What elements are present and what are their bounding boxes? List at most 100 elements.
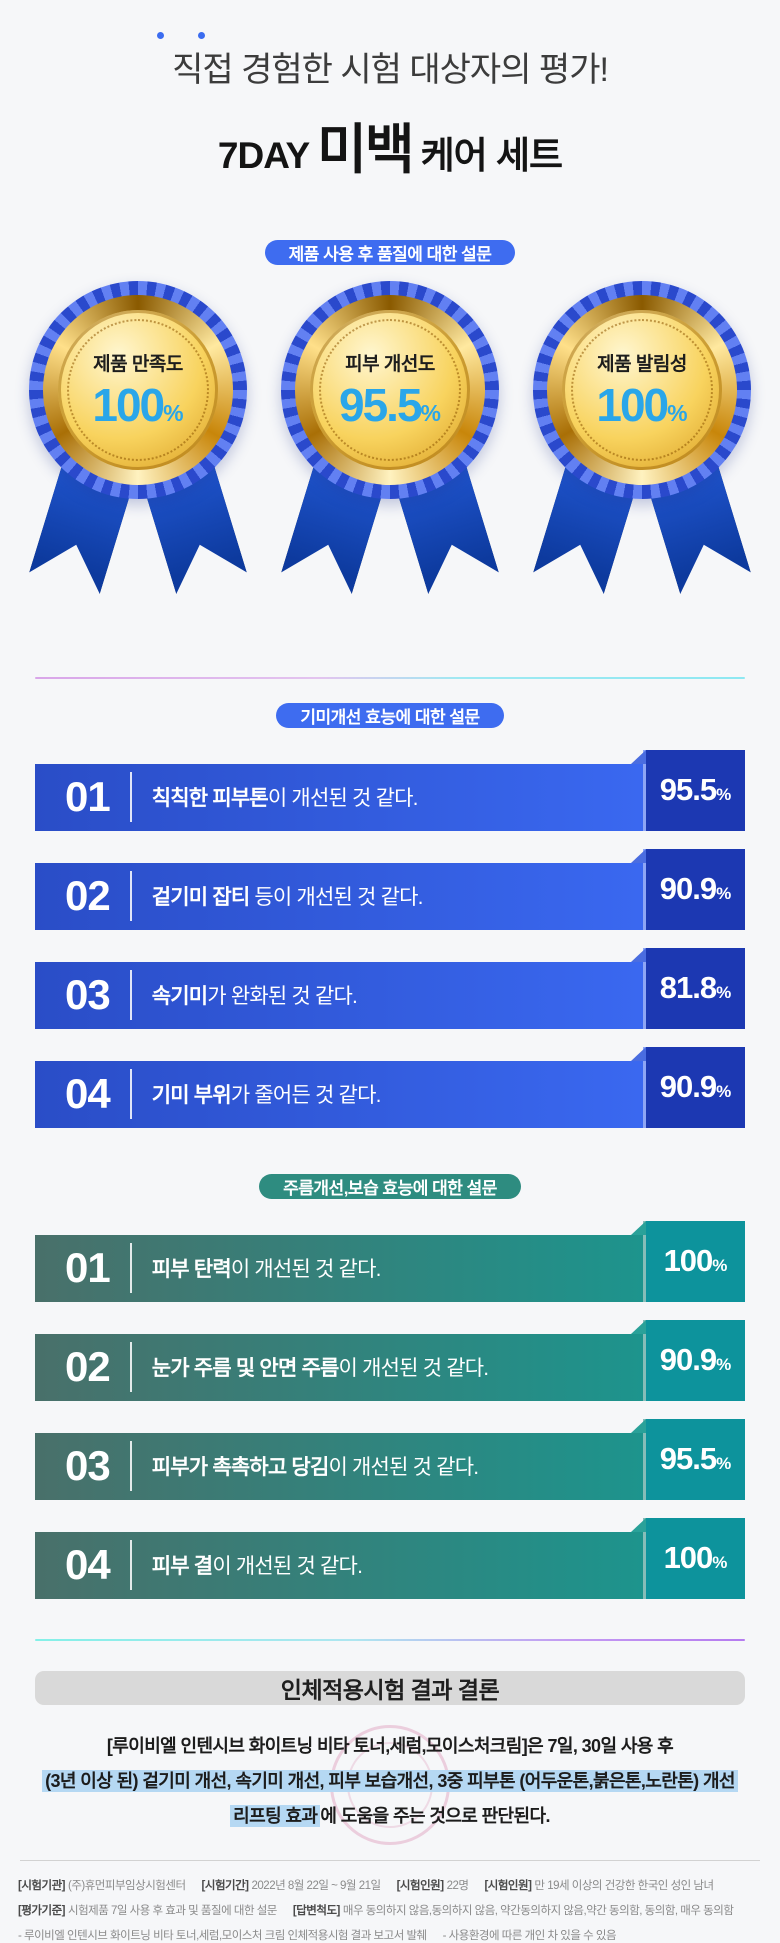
- medal-row: 제품 만족도 100 % 피부 개선도 95.5: [10, 281, 770, 611]
- page-title: 7DAY 미백 케어 세트: [172, 105, 608, 184]
- row-divider: [129, 1243, 132, 1294]
- medal-value: 95.5: [339, 378, 423, 431]
- title-highlight: 미백: [317, 120, 414, 180]
- gold-ring-icon: 피부 개선도 95.5 %: [295, 295, 485, 485]
- row-divider: [129, 970, 132, 1021]
- medal-value: 100: [596, 378, 669, 431]
- statement-rest: 이 개선된 것 같다.: [328, 1456, 479, 1480]
- survey-bar: 02 눈가 주름 및 안면 주름이 개선된 것 같다.: [35, 1333, 643, 1401]
- accent-dot-icon: [198, 32, 205, 39]
- percent-score: 100%: [664, 1540, 728, 1576]
- row-number: 03: [65, 971, 111, 1019]
- statement-rest: 가 완화된 것 같다.: [207, 985, 358, 1009]
- percent-unit: %: [716, 1454, 732, 1474]
- percent-score: 90.9%: [660, 1342, 731, 1378]
- footer-item-text: 2022년 8월 22일 ~ 9월 21일: [251, 1880, 382, 1892]
- survey-bar-row: 02 눈가 주름 및 안면 주름이 개선된 것 같다. 90.9%: [35, 1319, 745, 1401]
- percent-tab: 100%: [631, 1517, 745, 1599]
- wrinkle-section-pill: 주름개선,보습 효능에 대한 설문: [259, 1173, 521, 1199]
- row-divider: [129, 772, 132, 823]
- row-number: 02: [65, 872, 111, 920]
- survey-statement: 기미 부위가 줄어든 것 같다.: [151, 1079, 382, 1109]
- footer-item: [시험인원] 만 19세 이상의 건강한 한국인 성인 남녀: [484, 1877, 714, 1893]
- percent-score: 90.9%: [660, 871, 731, 907]
- statement-rest: 이 개선된 것 같다.: [230, 1258, 382, 1282]
- header: 직접 경험한 시험 대상자의 평가! 7DAY 미백 케어 세트: [157, 32, 609, 184]
- survey-bar: 03 피부가 촉촉하고 당김이 개선된 것 같다.: [35, 1432, 643, 1500]
- survey-statement: 속기미가 완화된 것 같다.: [151, 980, 358, 1010]
- percent-unit: %: [716, 1355, 732, 1375]
- footer-item: [시험기간] 2022년 8월 22일 ~ 9월 21일: [202, 1877, 382, 1893]
- row-number: 01: [65, 1244, 111, 1292]
- percent-score: 95.5%: [660, 772, 731, 808]
- statement-bold: 피부 결: [151, 1555, 213, 1579]
- percent-tab: 95.5%: [631, 1418, 745, 1500]
- percent-value: 90.9: [659, 871, 717, 907]
- row-number: 04: [65, 1070, 111, 1118]
- footer-item-text: 시험제품 7일 사용 후 효과 및 품질에 대한 설문: [67, 1905, 277, 1917]
- footer-item-label: [시험인원]: [396, 1880, 444, 1892]
- statement-rest: 이 개선된 것 같다.: [267, 787, 419, 811]
- survey-statement: 피부 탄력이 개선된 것 같다.: [152, 1253, 382, 1283]
- percent-unit: %: [716, 1082, 732, 1102]
- survey-bar: 01 피부 탄력이 개선된 것 같다.: [35, 1234, 643, 1302]
- row-divider: [129, 1342, 132, 1393]
- section-divider: [35, 677, 745, 679]
- percent-value: 100: [663, 1243, 714, 1279]
- percent-value: 95.5: [659, 772, 717, 808]
- gold-ring-icon: 제품 만족도 100 %: [43, 295, 233, 485]
- conclusion-rest: 에 도움을 주는 것으로 판단된다.: [320, 1806, 550, 1827]
- medal-unit: %: [163, 399, 184, 426]
- statement-rest: 가 줄어든 것 같다.: [230, 1084, 382, 1108]
- row-number: 04: [65, 1541, 111, 1589]
- survey-bar-row: 04 피부 결이 개선된 것 같다. 100%: [35, 1517, 745, 1599]
- conclusion-line-3: 리프팅 효과 에 도움을 주는 것으로 판단된다.: [42, 1799, 738, 1834]
- statement-bold: 속기미: [151, 985, 208, 1009]
- footer-item-text: 매우 동의하지 않음,동의하지 않음, 약간동의하지 않음,약간 동의함, 동의…: [342, 1905, 734, 1917]
- footer-item-text: (주)휴먼피부임상시험센터: [67, 1880, 186, 1892]
- rosette-icon: 제품 발림성 100 %: [533, 281, 751, 499]
- row-number: 02: [65, 1343, 111, 1391]
- percent-value: 95.5: [659, 1441, 717, 1477]
- statement-bold: 기미 부위: [151, 1084, 232, 1108]
- footer-item-label: [시험기관]: [18, 1880, 65, 1892]
- footer-item: [시험기관] (주)휴먼피부임상시험센터: [18, 1877, 186, 1893]
- percent-score: 81.8%: [660, 970, 731, 1006]
- survey-bar: 02 겉기미 잡티 등이 개선된 것 같다.: [35, 862, 643, 930]
- conclusion-line-1: [루이비엘 인텐시브 화이트닝 비타 토너,세럼,모이스처크림]은 7일, 30…: [106, 1735, 674, 1756]
- percent-value: 90.9: [659, 1069, 717, 1105]
- conclusion-banner: 인체적용시험 결과 결론: [35, 1670, 745, 1705]
- row-divider: [129, 871, 132, 922]
- footer-divider: [20, 1860, 760, 1861]
- conclusion-highlight: 리프팅 효과: [230, 1805, 321, 1828]
- survey-bar: 01 칙칙한 피부톤이 개선된 것 같다.: [35, 763, 643, 831]
- survey-statement: 칙칙한 피부톤이 개선된 것 같다.: [152, 782, 419, 812]
- row-number: 01: [65, 773, 111, 821]
- statement-rest: 이 개선된 것 같다.: [212, 1555, 363, 1579]
- statement-rest: 이 개선된 것 같다.: [338, 1357, 490, 1381]
- medal-satisfaction: 제품 만족도 100 %: [20, 281, 256, 611]
- footer-item-text: - 루이비엘 인텐시브 화이트닝 비타 토너,세럼,모이스처 크림 인체적용시험…: [18, 1930, 427, 1942]
- survey-statement: 겉기미 잡티 등이 개선된 것 같다.: [151, 881, 424, 911]
- footer-item-label: [평가기준]: [18, 1905, 65, 1917]
- statement-rest: 등이 개선된 것 같다.: [249, 886, 423, 910]
- percent-unit: %: [712, 1256, 728, 1276]
- title-prefix: 7DAY: [217, 135, 310, 176]
- medal-unit: %: [420, 399, 441, 426]
- medal-spreadability: 제품 발림성 100 %: [524, 281, 760, 611]
- row-divider: [129, 1069, 132, 1120]
- percent-tab: 90.9%: [631, 1319, 745, 1401]
- statement-bold: 겉기미 잡티: [151, 886, 250, 910]
- accent-dot-icon: [157, 32, 164, 39]
- percent-value: 90.9: [659, 1342, 717, 1378]
- survey-statement: 눈가 주름 및 안면 주름이 개선된 것 같다.: [152, 1352, 489, 1382]
- survey-bar-row: 02 겉기미 잡티 등이 개선된 것 같다. 90.9%: [35, 848, 745, 930]
- blemish-section-pill: 기미개선 효능에 대한 설문: [276, 702, 504, 728]
- footer-row-2: [평가기준] 시험제품 7일 사용 후 효과 및 품질에 대한 설문 [답변척도]…: [18, 1902, 762, 1918]
- footer-item-label: [답변척도]: [292, 1905, 340, 1917]
- survey-bar-row: 03 속기미가 완화된 것 같다. 81.8%: [35, 947, 745, 1029]
- percent-value: 100: [663, 1540, 714, 1576]
- footer: [시험기관] (주)휴먼피부임상시험센터 [시험기간] 2022년 8월 22일 ~…: [18, 1877, 762, 1943]
- survey-bar-row: 01 피부 탄력이 개선된 것 같다. 100%: [35, 1220, 745, 1302]
- conclusion-highlight: (3년 이상 된) 겉기미 개선, 속기미 개선, 피부 보습개선, 3중 피부…: [42, 1770, 738, 1793]
